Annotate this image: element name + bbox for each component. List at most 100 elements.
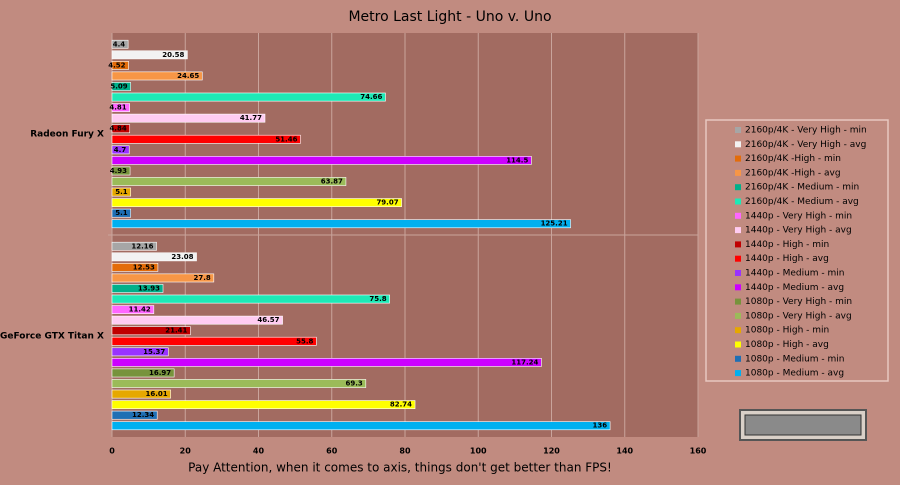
- legend-label: 2160p/4K - Very High - min: [745, 126, 867, 136]
- legend-swatch: [735, 370, 741, 377]
- legend-swatch: [735, 198, 741, 205]
- bar: [111, 241, 157, 251]
- bar: [111, 166, 131, 176]
- legend-swatch: [735, 184, 741, 191]
- bar: [111, 198, 402, 207]
- value-label: 136: [592, 422, 607, 430]
- bar: [111, 358, 542, 367]
- value-label: 4.81: [109, 104, 126, 112]
- bar: [111, 82, 131, 91]
- legend-label: 2160p/4K -High - min: [745, 154, 841, 164]
- legend-swatch: [735, 169, 741, 176]
- bar: [111, 177, 347, 186]
- legend-label: 2160p/4K - Very High - avg: [745, 140, 866, 150]
- bar: [111, 326, 191, 336]
- legend-label: 2160p/4K - Medium - avg: [745, 197, 859, 207]
- x-tick-label: 80: [399, 447, 411, 456]
- bar: [111, 421, 611, 431]
- x-axis-label: Pay Attention, when it comes to axis, th…: [188, 461, 612, 475]
- value-label: 27.8: [194, 274, 211, 282]
- value-label: 12.16: [131, 242, 153, 250]
- legend-swatch: [735, 298, 741, 305]
- legend-swatch: [735, 270, 741, 276]
- legend-label: 2160p/4K -High - avg: [745, 168, 841, 178]
- bar: [111, 134, 301, 144]
- value-label: 4.4: [113, 40, 126, 48]
- legend-label: 1080p - Medium - min: [745, 354, 845, 364]
- value-label: 16.97: [149, 369, 171, 377]
- legend-swatch: [735, 227, 741, 234]
- bar: [111, 124, 131, 134]
- value-label: 79.07: [376, 199, 398, 207]
- bar: [111, 103, 130, 112]
- bar: [111, 305, 155, 314]
- bar: [111, 145, 130, 155]
- legend-label: 1080p - Medium - avg: [745, 369, 844, 379]
- legend-swatch: [735, 155, 741, 162]
- bar: [111, 368, 175, 378]
- legend-swatch: [735, 341, 741, 348]
- y-tick-label: GeForce GTX Titan X: [0, 332, 104, 342]
- value-label: 69.3: [346, 380, 363, 388]
- legend-swatch: [735, 241, 741, 248]
- bar: [111, 379, 367, 388]
- value-label: 16.01: [145, 390, 167, 398]
- value-label: 5.1: [115, 188, 128, 196]
- bar: [111, 187, 131, 197]
- legend-label: 1080p - Very High - min: [745, 297, 852, 307]
- bar: [111, 336, 317, 346]
- legend-swatch: [735, 355, 741, 362]
- value-label: 46.57: [257, 316, 279, 324]
- x-tick-label: 60: [326, 447, 338, 456]
- bar: [111, 50, 188, 60]
- value-label: 4.52: [108, 61, 125, 69]
- legend-label: 1080p - High - avg: [745, 340, 829, 350]
- y-tick-label: Radeon Fury X: [30, 130, 104, 140]
- legend-swatch: [735, 141, 741, 148]
- bar: [111, 389, 171, 399]
- value-label: 117.24: [511, 358, 538, 366]
- x-tick-label: 120: [543, 447, 560, 456]
- value-label: 114.5: [506, 156, 528, 164]
- bar: [111, 400, 416, 409]
- value-label: 4.84: [109, 125, 126, 133]
- legend-label: 1440p - High - min: [745, 240, 829, 250]
- value-label: 12.34: [132, 411, 154, 419]
- value-label: 15.37: [143, 348, 165, 356]
- bar: [111, 61, 129, 70]
- chart-title: Metro Last Light - Uno v. Uno: [348, 9, 551, 25]
- legend-label: 1440p - Medium - avg: [745, 283, 844, 293]
- legend-label: 2160p/4K - Medium - min: [745, 183, 859, 193]
- value-label: 13.93: [138, 285, 160, 293]
- value-label: 82.74: [390, 401, 412, 409]
- legend-label: 1440p - Very High - min: [745, 211, 852, 221]
- legend-label: 1080p - High - min: [745, 326, 829, 336]
- x-tick-label: 40: [253, 447, 265, 456]
- value-label: 11.42: [129, 306, 151, 314]
- value-label: 24.65: [177, 72, 199, 80]
- bar: [111, 294, 390, 304]
- x-tick-label: 160: [690, 447, 707, 456]
- bar: [111, 273, 215, 283]
- bar: [111, 410, 158, 420]
- legend-swatch: [735, 327, 741, 334]
- legend-label: 1080p - Very High - avg: [745, 311, 852, 321]
- legend-swatch: [735, 255, 741, 262]
- legend-swatch: [735, 212, 741, 219]
- legend-swatch: [735, 284, 741, 291]
- value-label: 5.09: [110, 83, 127, 91]
- bar: [111, 39, 129, 49]
- value-label: 55.8: [296, 337, 313, 345]
- legend-swatch: [735, 312, 741, 319]
- bar: [111, 156, 532, 165]
- value-label: 12.53: [133, 263, 155, 271]
- value-label: 20.58: [162, 51, 184, 59]
- logo: [739, 409, 867, 441]
- bar: [111, 252, 197, 262]
- legend-label: 1440p - Medium - min: [745, 269, 845, 279]
- value-label: 63.87: [321, 178, 343, 186]
- bar: [111, 347, 169, 357]
- bar: [111, 219, 571, 229]
- x-tick-label: 0: [109, 447, 115, 456]
